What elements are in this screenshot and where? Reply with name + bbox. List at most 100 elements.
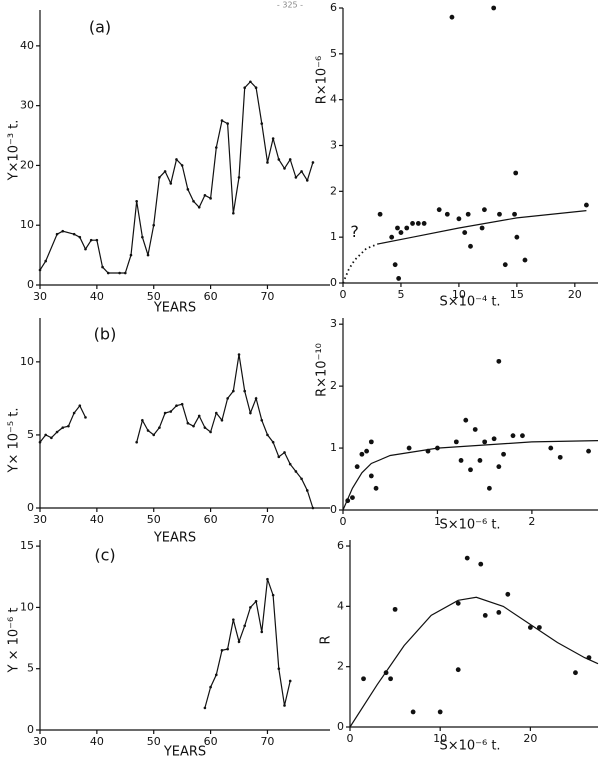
data-point: [510, 433, 516, 439]
y-tick-label: 0: [330, 276, 337, 289]
data-point: [406, 445, 412, 451]
y-axis-label: Y × 10⁻⁶ t: [7, 608, 22, 674]
data-point: [437, 709, 443, 715]
data-point: [260, 419, 264, 422]
x-tick-label: 2: [528, 515, 535, 528]
data-point: [72, 411, 76, 415]
y-axis-label: R: [319, 635, 334, 644]
data-point: [455, 667, 461, 673]
y-tick-label: 0: [330, 503, 337, 516]
data-point: [283, 167, 286, 170]
annotation: ?: [350, 222, 359, 241]
data-point: [169, 182, 173, 185]
x-axis-label: S×10⁻⁶ t.: [439, 739, 500, 754]
page-number: - 325 -: [277, 1, 303, 10]
x-axis-label: YEARS: [153, 531, 196, 546]
data-point: [482, 613, 488, 618]
data-point: [283, 451, 286, 454]
data-point: [203, 194, 207, 197]
y-tick-label: 6: [337, 539, 344, 552]
data-point: [254, 599, 258, 603]
data-point: [84, 416, 87, 419]
data-point: [209, 685, 212, 689]
data-point: [175, 158, 178, 161]
data-point: [415, 221, 421, 226]
data-point: [249, 606, 252, 609]
x-tick-label: 70: [260, 290, 274, 303]
data-point: [101, 265, 104, 269]
x-tick-label: 60: [204, 735, 218, 748]
data-point: [586, 448, 591, 454]
data-point: [237, 176, 241, 179]
data-point: [38, 440, 42, 444]
y-tick-label: 10: [20, 600, 34, 613]
y-tick-label: 1: [330, 441, 337, 454]
data-point: [482, 207, 487, 213]
data-point: [464, 555, 470, 561]
data-point: [311, 161, 315, 164]
data-point: [203, 426, 207, 429]
x-tick-label: 10: [433, 732, 447, 745]
data-point: [44, 433, 47, 437]
data-point: [232, 618, 235, 621]
data-point: [502, 262, 508, 268]
data-point: [277, 455, 281, 459]
x-tick-label: 30: [33, 290, 47, 303]
data-point: [456, 216, 462, 222]
data-point: [392, 262, 398, 268]
data-point: [163, 170, 167, 173]
data-point: [294, 176, 298, 179]
data-point: [61, 426, 65, 429]
data-point: [232, 211, 235, 215]
y-tick-label: 10: [20, 355, 34, 368]
data-point: [527, 625, 533, 630]
data-point: [209, 197, 212, 200]
data-point: [392, 606, 398, 612]
data-point: [249, 80, 252, 84]
data-point: [266, 577, 269, 581]
data-point: [398, 230, 404, 235]
data-point: [243, 86, 247, 90]
x-tick-label: 0: [340, 515, 347, 528]
data-point: [123, 271, 127, 275]
data-point: [463, 417, 469, 423]
data-point: [254, 86, 258, 90]
data-point: [501, 451, 506, 457]
data-point: [141, 419, 144, 422]
data-point: [118, 271, 121, 275]
data-point: [141, 235, 144, 239]
panel-label: (a): [89, 18, 111, 37]
data-point: [389, 234, 395, 240]
data-point: [214, 411, 218, 415]
data-point: [573, 670, 578, 676]
data-point: [486, 485, 492, 491]
data-point: [421, 221, 427, 226]
data-point: [106, 271, 110, 275]
data-point: [38, 268, 42, 272]
data-point: [557, 454, 563, 460]
x-tick-label: 30: [33, 513, 47, 526]
data-point: [135, 200, 138, 203]
data-point: [449, 14, 455, 20]
data-point: [50, 436, 53, 440]
data-point: [67, 424, 70, 428]
x-tick-label: 40: [90, 290, 104, 303]
data-point: [305, 489, 309, 492]
data-point: [491, 436, 497, 442]
data-point: [55, 232, 59, 236]
data-point: [220, 419, 224, 422]
data-point: [548, 445, 554, 451]
data-point: [180, 402, 184, 406]
data-point: [491, 5, 497, 11]
data-point: [192, 200, 195, 203]
data-point: [220, 119, 224, 122]
data-point: [249, 411, 252, 415]
data-point: [444, 211, 450, 217]
panel-label: (c): [94, 546, 115, 565]
data-point: [410, 221, 415, 226]
data-point: [410, 709, 416, 715]
data-point: [214, 673, 218, 677]
data-point: [479, 225, 485, 231]
data-line: [342, 440, 599, 511]
x-tick-label: 70: [260, 513, 274, 526]
